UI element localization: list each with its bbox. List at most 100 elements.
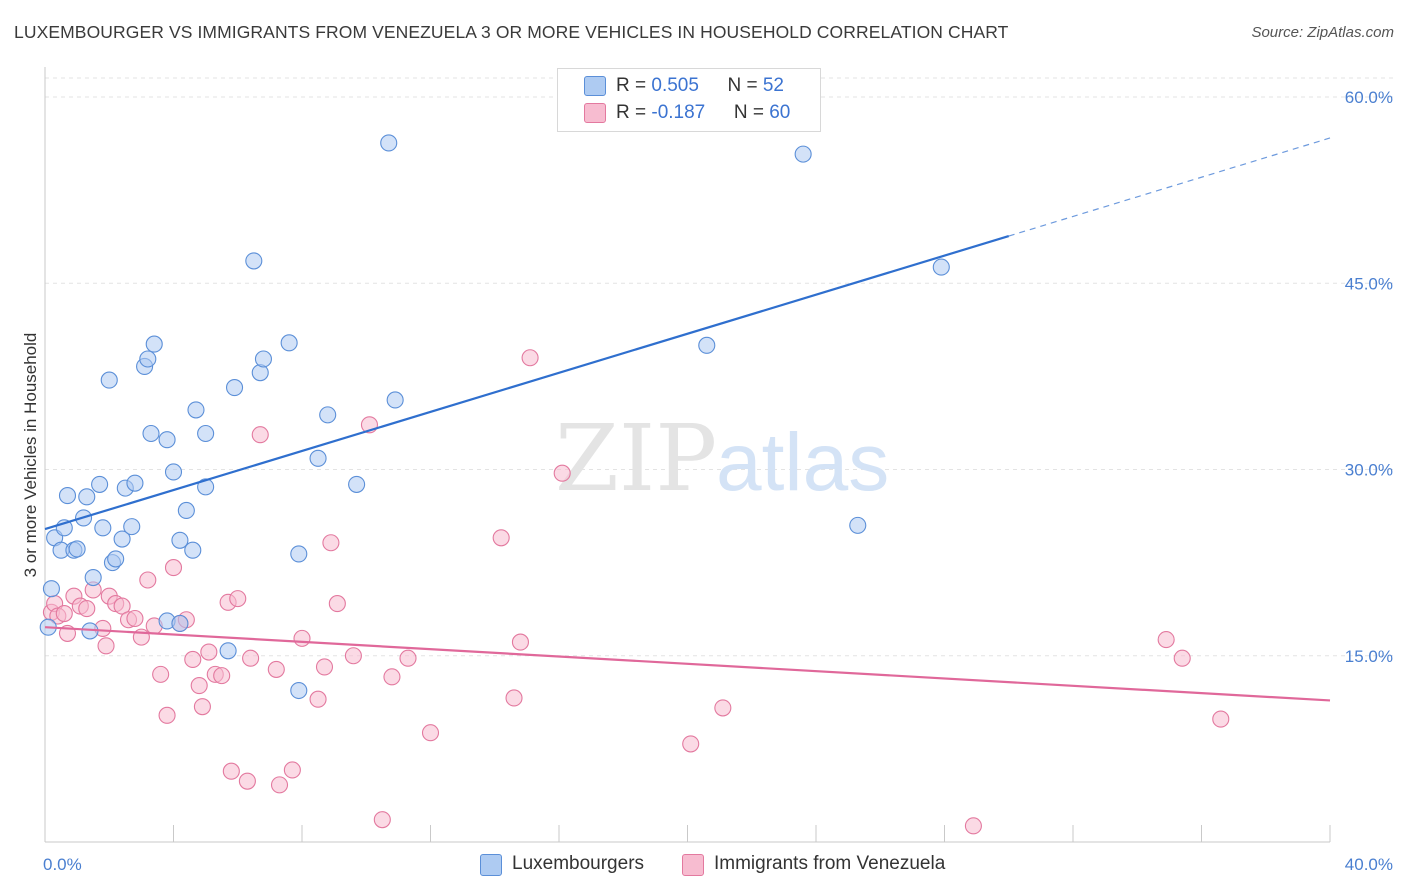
data-point xyxy=(238,772,256,790)
legend-r-value: 0.505 xyxy=(651,75,699,96)
data-point xyxy=(164,463,183,481)
data-point xyxy=(107,550,125,568)
data-point xyxy=(348,475,366,493)
data-point xyxy=(964,817,982,835)
trend-lines xyxy=(44,137,1331,702)
data-point xyxy=(270,776,289,794)
data-point xyxy=(280,334,298,352)
data-point xyxy=(319,406,337,424)
data-point xyxy=(58,487,77,505)
chart-title: LUXEMBOURGER VS IMMIGRANTS FROM VENEZUEL… xyxy=(14,22,1009,42)
data-point xyxy=(184,541,202,559)
y-tick-label: 60.0% xyxy=(1345,88,1393,107)
data-point xyxy=(197,478,215,496)
data-point xyxy=(55,604,73,623)
data-point xyxy=(200,643,218,661)
data-point xyxy=(849,516,867,534)
x-tick-label: 0.0% xyxy=(43,855,82,874)
data-point xyxy=(126,474,144,492)
legend-r-value: -0.187 xyxy=(651,102,706,123)
data-point xyxy=(383,668,401,686)
data-point xyxy=(328,595,346,613)
data-point xyxy=(42,580,60,598)
data-point xyxy=(213,667,231,685)
data-point xyxy=(222,762,240,780)
data-point xyxy=(293,629,311,647)
data-point xyxy=(139,350,157,368)
data-point xyxy=(505,689,523,707)
data-point xyxy=(251,426,269,444)
grid-lines xyxy=(45,77,1393,657)
data-point xyxy=(113,530,131,548)
data-point xyxy=(242,649,260,667)
y-tick-label: 45.0% xyxy=(1345,274,1393,293)
data-point xyxy=(113,597,131,615)
data-point xyxy=(145,335,163,353)
legend-swatch-blue xyxy=(584,76,606,96)
data-point xyxy=(68,540,86,558)
trend-line-venezuela xyxy=(44,626,1331,702)
data-point xyxy=(184,650,202,669)
data-point xyxy=(139,571,157,589)
y-tick-label: 15.0% xyxy=(1345,647,1393,666)
data-point xyxy=(309,690,327,708)
data-point xyxy=(1157,631,1175,649)
watermark-zip: ZIP xyxy=(555,405,717,512)
legend-n-value: 60 xyxy=(769,102,791,123)
data-point xyxy=(322,534,340,552)
legend-n-value: 52 xyxy=(762,75,784,96)
axes xyxy=(44,67,1331,843)
y-tick-label: 30.0% xyxy=(1345,461,1393,480)
data-point xyxy=(283,761,301,779)
data-point xyxy=(932,258,950,276)
data-point xyxy=(142,424,160,443)
data-point xyxy=(100,371,118,389)
data-point xyxy=(267,660,285,678)
legend-n-label: N = xyxy=(727,75,763,96)
data-point xyxy=(290,681,308,700)
data-point xyxy=(164,559,183,577)
watermark-atlas: atlas xyxy=(716,417,889,508)
venezuela-points xyxy=(42,349,1230,835)
data-point xyxy=(492,529,510,547)
data-point xyxy=(373,811,391,829)
data-point xyxy=(171,614,189,633)
data-point xyxy=(91,475,109,493)
legend-swatch-pink xyxy=(584,103,606,123)
data-point xyxy=(190,676,208,695)
data-point xyxy=(197,424,215,443)
data-point xyxy=(229,590,247,608)
data-point xyxy=(553,464,571,482)
legend-r-label: R = xyxy=(616,102,652,123)
data-point xyxy=(254,350,273,368)
data-point xyxy=(225,378,244,397)
legend-label: Luxembourgers xyxy=(512,853,645,874)
tick-labels: 15.0% 30.0% 45.0% 60.0% 0.0% 40.0% xyxy=(43,88,1393,874)
data-point xyxy=(245,252,263,270)
data-point xyxy=(171,531,189,549)
data-point xyxy=(1173,649,1191,667)
data-point xyxy=(126,609,144,628)
trend-line-extension xyxy=(1008,137,1331,237)
data-point xyxy=(421,724,440,742)
data-point xyxy=(78,488,96,506)
luxembourger-points xyxy=(39,134,950,700)
trend-line-luxembourgers xyxy=(44,235,1010,531)
data-point xyxy=(94,519,112,537)
data-point xyxy=(399,649,417,667)
data-point xyxy=(152,665,170,683)
legend-label: Immigrants from Venezuela xyxy=(714,853,946,874)
data-point xyxy=(84,568,102,587)
data-point xyxy=(97,637,115,655)
data-point xyxy=(1212,710,1230,728)
data-point xyxy=(386,391,404,409)
data-point xyxy=(123,518,141,536)
correlation-legend: R = 0.505 N = 52 R = -0.187 N = 60 xyxy=(557,68,821,132)
y-axis-label: 3 or more Vehicles in Household xyxy=(21,333,40,578)
data-point xyxy=(794,145,812,163)
legend-swatch-blue xyxy=(480,854,502,876)
data-point xyxy=(177,501,195,520)
data-point xyxy=(315,658,334,676)
source-label: Source: ZipAtlas.com xyxy=(1251,24,1394,41)
data-point xyxy=(682,735,700,753)
